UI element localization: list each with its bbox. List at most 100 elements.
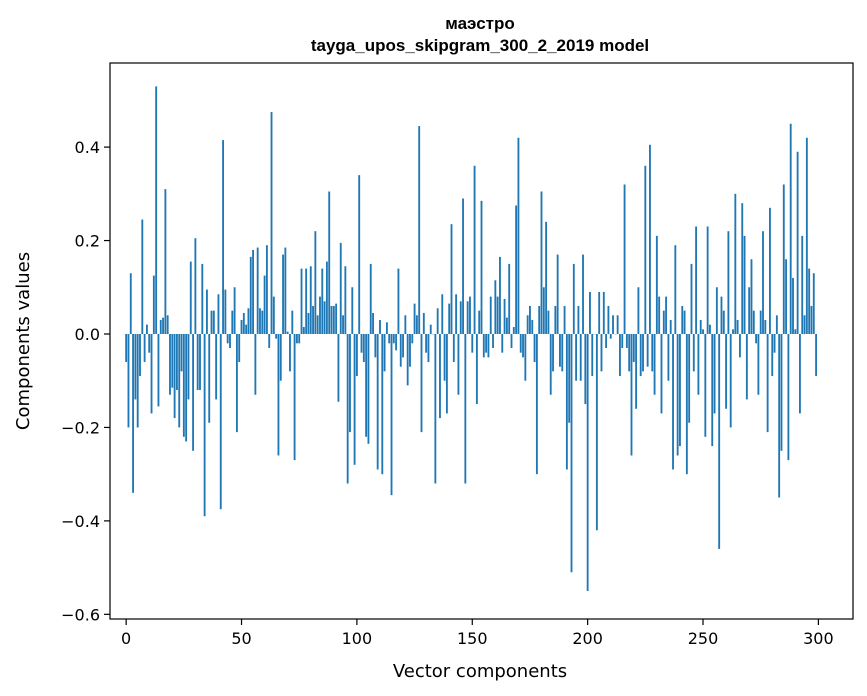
x-tick-label-300: 300	[803, 629, 834, 648]
bar-122	[406, 333, 409, 386]
bar-45	[229, 333, 231, 349]
bar-89	[330, 305, 333, 334]
bar-47	[233, 287, 236, 334]
bar-84	[319, 296, 321, 334]
bar-40	[217, 294, 220, 334]
bar-185	[552, 333, 554, 372]
bar-142	[452, 333, 455, 363]
bar-211	[612, 315, 614, 334]
bar-187	[556, 254, 559, 334]
bar-188	[559, 333, 561, 367]
bar-198	[582, 254, 584, 334]
bar-285	[782, 184, 785, 334]
bar-263	[732, 329, 734, 334]
bar-25	[182, 333, 185, 437]
bar-80	[309, 266, 312, 334]
bar-143	[455, 294, 458, 334]
bar-110	[379, 319, 381, 334]
bar-58	[259, 308, 261, 334]
bar-92	[337, 333, 340, 402]
bar-148	[466, 301, 469, 334]
bar-281	[773, 333, 776, 353]
bar-49	[238, 333, 241, 363]
bar-22	[175, 333, 178, 391]
x-tick-label-200: 200	[572, 629, 603, 648]
bar-37	[210, 310, 213, 334]
bar-34	[203, 333, 206, 517]
bar-245	[690, 263, 693, 334]
bar-160	[494, 280, 497, 334]
bar-218	[628, 333, 631, 372]
bars	[125, 86, 818, 591]
bar-217	[625, 333, 628, 349]
bar-67	[279, 333, 282, 381]
x-tick-label-50: 50	[231, 629, 251, 648]
bar-207	[602, 291, 605, 334]
bar-219	[630, 333, 633, 456]
bar-68	[282, 254, 284, 334]
bar-173	[524, 333, 527, 381]
bar-275	[759, 310, 762, 334]
bar-108	[374, 333, 377, 358]
bar-177	[533, 333, 536, 363]
bar-162	[499, 256, 501, 334]
bar-9	[146, 324, 148, 334]
bar-76	[300, 268, 303, 334]
bar-201	[589, 291, 591, 334]
bar-273	[755, 333, 758, 344]
bar-126	[415, 315, 418, 334]
bar-282	[775, 315, 778, 334]
bar-23	[178, 333, 181, 428]
bar-154	[480, 200, 483, 334]
bar-214	[619, 333, 621, 377]
bar-83	[316, 315, 319, 334]
bar-107	[372, 312, 374, 334]
bar-257	[718, 333, 721, 549]
bar-176	[531, 319, 534, 334]
bar-202	[591, 333, 594, 377]
bar-21	[173, 333, 176, 419]
bar-274	[757, 333, 760, 395]
bar-129	[422, 312, 425, 334]
bar-244	[688, 333, 691, 423]
bar-64	[272, 296, 275, 334]
bar-48	[235, 333, 238, 433]
bar-35	[205, 289, 208, 334]
bar-179	[538, 305, 541, 334]
bar-210	[609, 333, 612, 339]
bar-57	[256, 247, 259, 334]
bar-172	[522, 333, 524, 358]
bar-204	[595, 333, 598, 531]
x-tick-label-250: 250	[688, 629, 719, 648]
bar-182	[545, 221, 548, 334]
bar-194	[572, 263, 575, 334]
bar-13	[155, 86, 158, 334]
bar-197	[579, 333, 582, 381]
bar-283	[778, 333, 781, 498]
bar-141	[450, 224, 453, 334]
bar-146	[462, 198, 464, 334]
bar-241	[681, 305, 684, 334]
bar-258	[720, 296, 723, 334]
x-tick-label-0: 0	[121, 629, 131, 648]
bar-254	[711, 333, 714, 447]
bar-56	[254, 333, 257, 395]
bar-138	[443, 333, 446, 381]
bar-167	[510, 333, 513, 349]
y-axis-label: Components values	[13, 252, 34, 430]
y-axis: −0.6 −0.4 −0.2 0.0 0.2 0.4	[61, 138, 110, 624]
bar-236	[669, 319, 672, 334]
bar-209	[607, 305, 610, 334]
bar-137	[441, 294, 444, 334]
bar-93	[339, 242, 342, 334]
bar-223	[639, 333, 642, 377]
bar-3	[132, 333, 134, 493]
bar-265	[736, 319, 739, 334]
x-axis: 0 50 100 150 200 250 300	[121, 619, 834, 648]
bar-180	[540, 191, 543, 334]
bar-168	[512, 326, 515, 334]
bar-123	[409, 333, 411, 367]
bar-192	[568, 333, 571, 423]
bar-190	[563, 305, 566, 334]
bar-170	[517, 137, 520, 334]
